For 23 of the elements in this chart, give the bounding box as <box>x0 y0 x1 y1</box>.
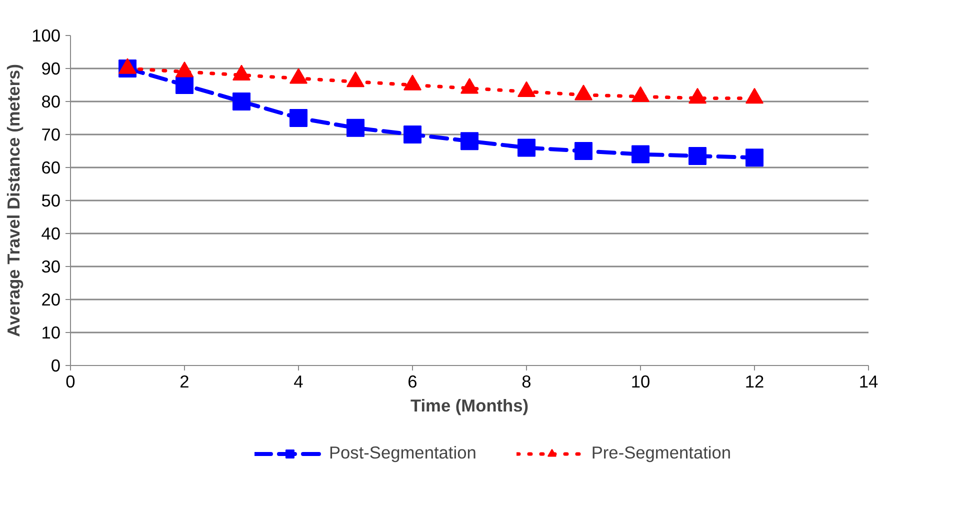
y-tick-label: 10 <box>41 322 61 342</box>
x-tick-label: 12 <box>744 372 764 392</box>
x-tick-label: 8 <box>522 372 532 392</box>
y-tick-label: 80 <box>41 92 61 112</box>
y-axis-title: Average Travel Distance (meters) <box>4 64 24 337</box>
y-tick-label: 90 <box>41 58 61 78</box>
x-tick-label: 0 <box>66 372 76 392</box>
y-tick-label: 100 <box>32 26 61 46</box>
y-tick-label: 60 <box>41 158 61 178</box>
x-tick-label: 2 <box>180 372 190 392</box>
legend-label: Pre-Segmentation <box>591 442 732 464</box>
legend-label: Post-Segmentation <box>328 442 476 464</box>
y-tick-label: 50 <box>41 190 61 210</box>
x-tick-label: 14 <box>858 372 878 392</box>
x-tick-label: 10 <box>630 372 650 392</box>
y-tick-label: 0 <box>50 356 61 376</box>
y-tick-label: 70 <box>41 124 61 144</box>
y-tick-label: 30 <box>41 256 61 276</box>
x-axis-title: Time (Months) <box>410 396 529 416</box>
y-tick-label: 20 <box>41 290 61 310</box>
x-tick-label: 4 <box>294 372 304 392</box>
x-tick-label: 6 <box>408 372 418 392</box>
y-tick-label: 40 <box>41 224 61 244</box>
